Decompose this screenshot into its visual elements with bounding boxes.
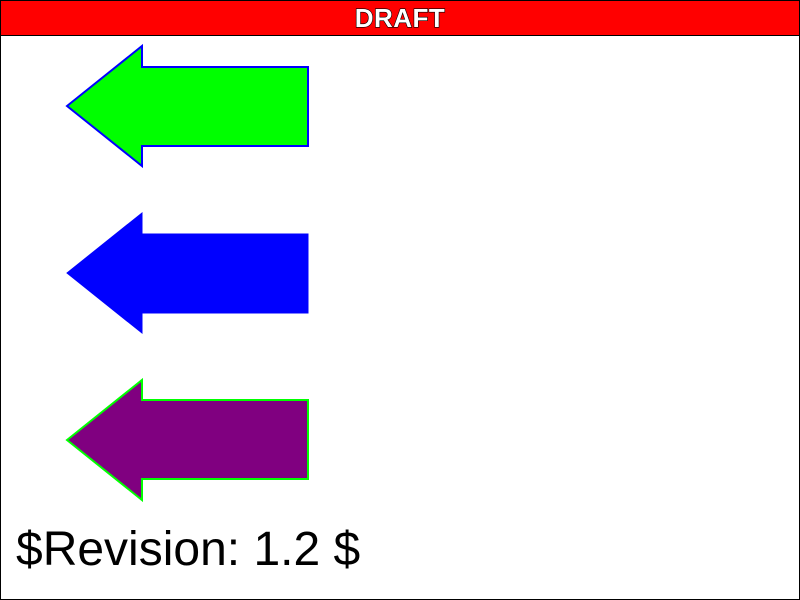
blue-left-arrow xyxy=(66,211,309,335)
green-left-arrow xyxy=(65,43,309,169)
draft-banner: DRAFT xyxy=(1,1,799,36)
purple-left-arrow xyxy=(65,377,309,503)
revision-label: $Revision: 1.2 $ xyxy=(16,523,361,576)
draft-banner-label: DRAFT xyxy=(354,2,446,33)
